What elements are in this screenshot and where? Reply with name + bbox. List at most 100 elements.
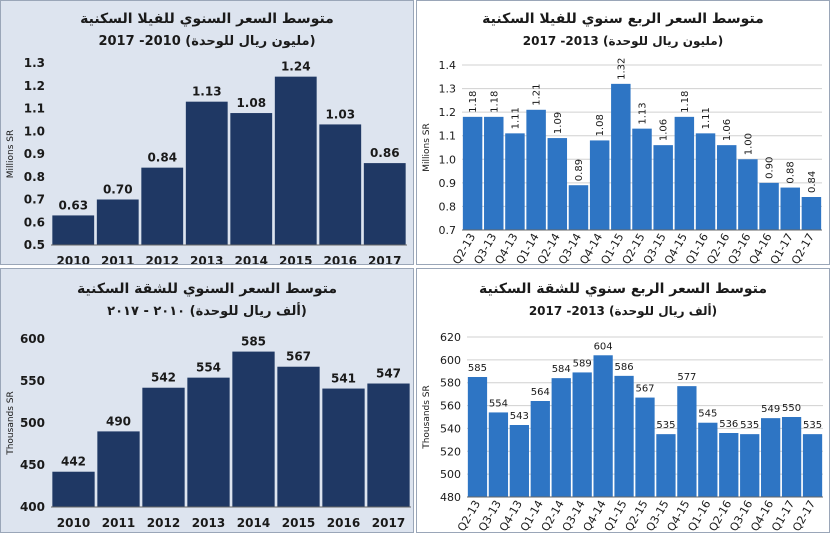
bar xyxy=(653,145,673,230)
bar xyxy=(467,377,488,497)
data-label: 0.89 xyxy=(574,159,585,181)
data-label: 0.90 xyxy=(765,157,776,179)
bar xyxy=(551,378,571,497)
bar xyxy=(635,397,655,497)
bar xyxy=(614,375,634,497)
data-label: 535 xyxy=(740,420,759,431)
x-tick-label: 2012 xyxy=(147,516,180,530)
bar xyxy=(801,197,822,230)
bar xyxy=(367,383,410,507)
data-label: 1.21 xyxy=(532,84,543,106)
chart-apartment-quarterly: متوسط السعر الربع سنوي للشقة السكنية (ألف… xyxy=(422,281,823,532)
x-tick-label: 2011 xyxy=(101,254,134,264)
data-label: 1.13 xyxy=(192,85,222,99)
data-label: 0.88 xyxy=(786,161,797,183)
y-axis-label: Millions SR xyxy=(422,123,432,172)
data-label: 584 xyxy=(552,364,571,375)
x-tick-label: 2014 xyxy=(235,254,268,264)
y-tick-label: 1.0 xyxy=(24,124,45,138)
data-label: 541 xyxy=(331,372,356,386)
x-tick-label: 2015 xyxy=(282,516,315,530)
bar xyxy=(695,133,716,230)
bar xyxy=(322,388,365,507)
data-label: 1.09 xyxy=(553,112,564,134)
bar xyxy=(780,187,800,230)
bar xyxy=(52,471,95,507)
chart-title: متوسط السعر الربع سنوي للشقة السكنية xyxy=(479,281,767,298)
y-axis-label: Thousands SR xyxy=(6,391,16,456)
x-tick-label: 2010 xyxy=(57,254,90,264)
y-tick-label: 1.2 xyxy=(439,106,457,119)
bar xyxy=(802,434,823,497)
y-tick-label: 0.9 xyxy=(439,177,457,190)
y-tick-label: 1.2 xyxy=(24,79,45,93)
data-label: 554 xyxy=(196,361,221,375)
y-tick-label: 0.9 xyxy=(24,147,45,161)
bar xyxy=(674,116,695,230)
bar xyxy=(142,387,185,507)
bar xyxy=(277,366,320,507)
bar xyxy=(530,401,550,497)
x-tick-label: Q2-17 xyxy=(789,231,817,264)
bar xyxy=(363,163,406,245)
bar xyxy=(232,351,275,507)
x-tick-label: 2013 xyxy=(192,516,225,530)
y-tick-label: 600 xyxy=(440,354,461,367)
bar xyxy=(187,377,230,507)
data-label: 0.63 xyxy=(58,198,88,212)
data-label: 442 xyxy=(61,455,86,469)
data-label: 1.18 xyxy=(489,91,500,113)
bar xyxy=(716,145,737,230)
data-label: 1.18 xyxy=(468,91,479,113)
bar xyxy=(589,140,610,230)
chart-villa-quarterly: متوسط السعر الربع سنوي للفيلا السكنية (مل… xyxy=(422,11,822,264)
x-tick-label: 2016 xyxy=(327,516,360,530)
y-tick-label: 1.3 xyxy=(24,56,45,70)
bar xyxy=(698,422,718,497)
bar xyxy=(547,138,568,230)
bar xyxy=(141,167,184,245)
y-tick-label: 580 xyxy=(440,377,461,390)
data-label: 547 xyxy=(376,367,401,381)
chart-subtitle: (ألف ريال للوحدة) ٢٠١٠ - ٢٠١٧ xyxy=(107,302,307,319)
data-label: 1.32 xyxy=(616,58,627,80)
chart-panel-villa-annual: متوسط السعر السنوي للفيلا السكنية (مليون … xyxy=(0,0,414,265)
data-label: 604 xyxy=(594,341,613,352)
y-tick-label: 520 xyxy=(440,445,461,458)
bar xyxy=(761,418,781,497)
data-label: 589 xyxy=(573,358,592,369)
bar xyxy=(572,372,592,497)
data-label: 550 xyxy=(782,403,801,414)
y-tick-label: 0.8 xyxy=(439,200,457,213)
x-tick-label: 2012 xyxy=(146,254,179,264)
y-tick-label: 620 xyxy=(440,331,461,344)
bar xyxy=(593,355,613,497)
y-tick-label: 1.1 xyxy=(24,102,45,116)
x-tick-label: 2017 xyxy=(368,254,401,264)
bar xyxy=(611,83,631,230)
y-tick-label: 0.5 xyxy=(24,238,45,252)
bar xyxy=(505,133,525,230)
y-tick-label: 500 xyxy=(440,468,461,481)
y-tick-label: 0.7 xyxy=(439,224,457,237)
bar xyxy=(526,109,546,230)
x-tick-label: 2010 xyxy=(57,516,90,530)
data-label: 1.03 xyxy=(325,107,355,121)
data-label: 535 xyxy=(656,420,675,431)
data-label: 545 xyxy=(698,409,717,420)
bar xyxy=(462,116,483,230)
bar xyxy=(740,434,760,497)
y-tick-label: 540 xyxy=(440,422,461,435)
bar xyxy=(488,412,509,497)
data-label: 1.00 xyxy=(743,133,754,155)
x-tick-label: 2013 xyxy=(190,254,223,264)
y-tick-label: 1.0 xyxy=(439,153,457,166)
data-label: 542 xyxy=(151,371,176,385)
bar xyxy=(52,215,95,245)
bar xyxy=(568,185,589,230)
chart-panel-apartment-quarterly: متوسط السعر الربع سنوي للشقة السكنية (ألف… xyxy=(416,268,830,533)
data-label: 585 xyxy=(468,363,487,374)
data-label: 0.84 xyxy=(147,151,177,165)
y-tick-label: 0.8 xyxy=(24,170,45,184)
bar xyxy=(185,101,228,245)
